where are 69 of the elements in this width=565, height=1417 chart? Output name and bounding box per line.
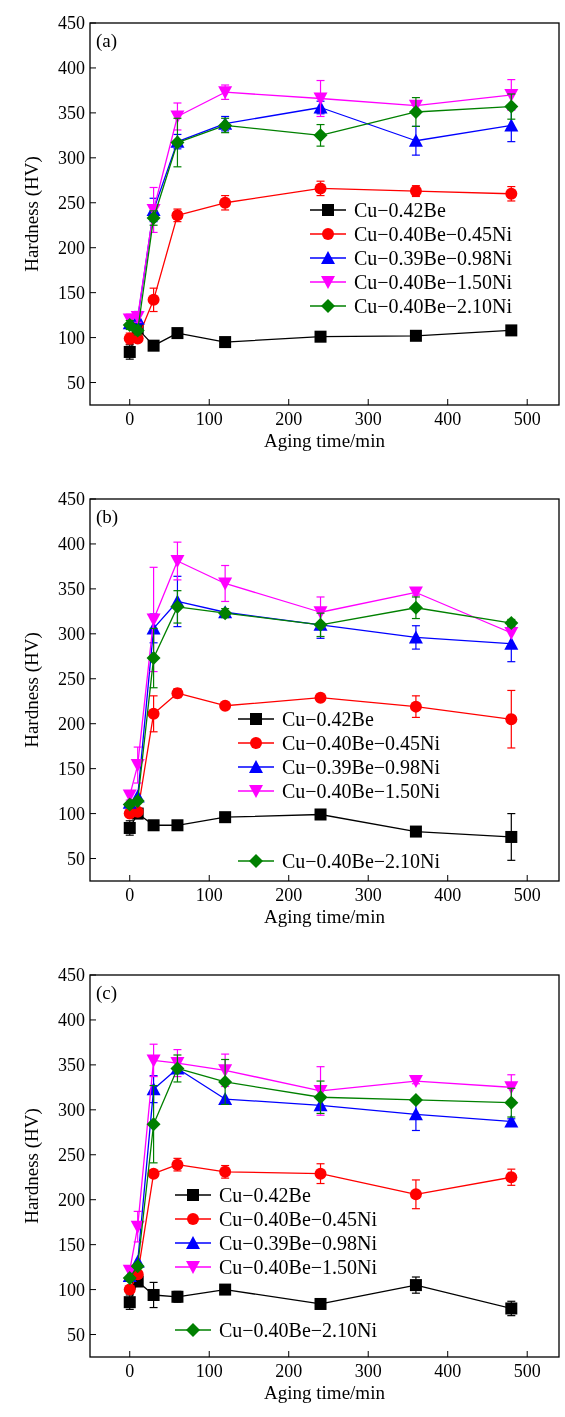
- x-tick-label: 500: [513, 885, 541, 905]
- x-tick-label: 0: [125, 409, 135, 429]
- x-tick-label: 500: [513, 409, 541, 429]
- y-tick-label: 100: [58, 327, 85, 348]
- x-tick-label: 200: [275, 885, 303, 905]
- y-tick-label: 300: [58, 1099, 85, 1120]
- y-tick-label: 400: [58, 533, 85, 554]
- y-tick-label: 300: [58, 623, 85, 644]
- x-axis-title: Aging time/min: [264, 906, 386, 927]
- y-tick-label: 450: [58, 13, 85, 33]
- y-tick-label: 150: [58, 758, 85, 779]
- y-tick-label: 100: [58, 803, 85, 824]
- legend-label: Cu−0.40Be−1.50Ni: [354, 271, 513, 293]
- x-tick-label: 500: [513, 1361, 541, 1381]
- x-tick-label: 400: [434, 1361, 462, 1381]
- x-tick-label: 0: [125, 1361, 135, 1381]
- y-axis-title: Hardness (HV): [21, 156, 43, 272]
- y-tick-label: 50: [67, 848, 85, 869]
- legend-label: Cu−0.39Be−0.98Ni: [354, 247, 513, 269]
- legend-label: Cu−0.40Be−2.10Ni: [282, 850, 441, 872]
- x-axis-title: Aging time/min: [264, 430, 386, 451]
- x-tick-label: 100: [195, 409, 223, 429]
- y-tick-label: 300: [58, 147, 85, 168]
- x-tick-label: 400: [434, 409, 462, 429]
- legend-label: Cu−0.40Be−2.10Ni: [219, 1319, 378, 1341]
- legend-label: Cu−0.40Be−0.45Ni: [354, 223, 513, 245]
- y-tick-label: 450: [58, 965, 85, 985]
- legend-label: Cu−0.42Be: [354, 199, 446, 221]
- x-tick-label: 200: [275, 409, 303, 429]
- annotation: (c): [96, 982, 118, 1004]
- legend-label: Cu−0.40Be−2.10Ni: [354, 295, 513, 317]
- x-axis-title: Aging time/min: [264, 1382, 386, 1403]
- y-tick-label: 250: [58, 192, 85, 213]
- y-tick-label: 450: [58, 489, 85, 509]
- legend-label: Cu−0.42Be: [219, 1184, 311, 1206]
- y-tick-label: 150: [58, 282, 85, 303]
- legend-label: Cu−0.39Be−0.98Ni: [219, 1232, 378, 1254]
- x-tick-label: 300: [354, 885, 382, 905]
- x-tick-label: 100: [195, 1361, 223, 1381]
- y-tick-label: 400: [58, 1009, 85, 1030]
- y-tick-label: 200: [58, 1189, 85, 1210]
- y-tick-label: 400: [58, 57, 85, 78]
- y-tick-label: 150: [58, 1234, 85, 1255]
- y-tick-label: 50: [67, 372, 85, 393]
- y-axis-title: Hardness (HV): [21, 632, 43, 748]
- y-tick-label: 250: [58, 668, 85, 689]
- x-tick-label: 300: [354, 1361, 382, 1381]
- x-tick-label: 200: [275, 1361, 303, 1381]
- annotation: (b): [96, 506, 119, 528]
- x-tick-label: 300: [354, 409, 382, 429]
- x-tick-label: 0: [125, 885, 135, 905]
- x-tick-label: 100: [195, 885, 223, 905]
- y-axis-title: Hardness (HV): [21, 1108, 43, 1224]
- y-tick-label: 200: [58, 713, 85, 734]
- y-tick-label: 100: [58, 1279, 85, 1300]
- y-tick-label: 250: [58, 1144, 85, 1165]
- y-tick-label: 350: [58, 578, 85, 599]
- y-tick-label: 200: [58, 237, 85, 258]
- legend-label: Cu−0.40Be−1.50Ni: [282, 780, 441, 802]
- y-tick-label: 50: [67, 1324, 85, 1345]
- legend-label: Cu−0.40Be−1.50Ni: [219, 1256, 378, 1278]
- y-tick-label: 350: [58, 102, 85, 123]
- legend-label: Cu−0.40Be−0.45Ni: [219, 1208, 378, 1230]
- legend-label: Cu−0.42Be: [282, 708, 374, 730]
- annotation: (a): [96, 30, 118, 52]
- legend-label: Cu−0.40Be−0.45Ni: [282, 732, 441, 754]
- legend-label: Cu−0.39Be−0.98Ni: [282, 756, 441, 778]
- y-tick-label: 350: [58, 1054, 85, 1075]
- x-tick-label: 400: [434, 885, 462, 905]
